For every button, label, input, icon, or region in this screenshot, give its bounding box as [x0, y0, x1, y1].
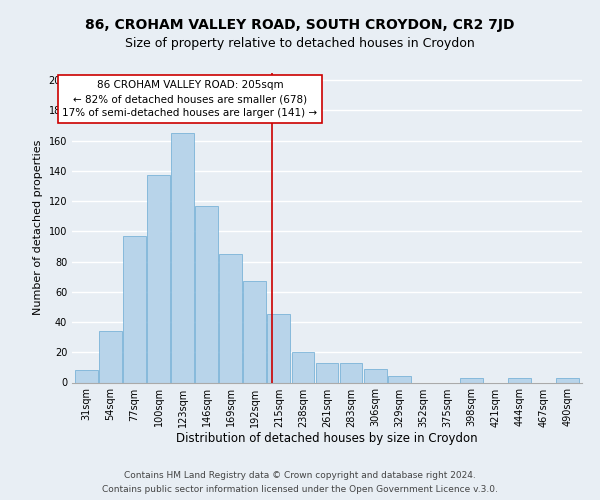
Bar	[556, 378, 579, 382]
Bar	[147, 176, 170, 382]
Bar	[195, 206, 218, 382]
Text: 86 CROHAM VALLEY ROAD: 205sqm
← 82% of detached houses are smaller (678)
17% of : 86 CROHAM VALLEY ROAD: 205sqm ← 82% of d…	[62, 80, 317, 118]
Bar	[388, 376, 410, 382]
Bar	[99, 331, 122, 382]
Bar	[123, 236, 146, 382]
Y-axis label: Number of detached properties: Number of detached properties	[33, 140, 43, 315]
Bar	[364, 369, 386, 382]
Text: Contains public sector information licensed under the Open Government Licence v.: Contains public sector information licen…	[102, 484, 498, 494]
Bar	[292, 352, 314, 382]
Bar	[316, 363, 338, 382]
Bar	[268, 314, 290, 382]
Text: 86, CROHAM VALLEY ROAD, SOUTH CROYDON, CR2 7JD: 86, CROHAM VALLEY ROAD, SOUTH CROYDON, C…	[85, 18, 515, 32]
Bar	[244, 281, 266, 382]
Text: Size of property relative to detached houses in Croydon: Size of property relative to detached ho…	[125, 38, 475, 51]
Bar	[460, 378, 483, 382]
X-axis label: Distribution of detached houses by size in Croydon: Distribution of detached houses by size …	[176, 432, 478, 446]
Bar	[508, 378, 531, 382]
Bar	[340, 363, 362, 382]
Bar	[171, 133, 194, 382]
Text: Contains HM Land Registry data © Crown copyright and database right 2024.: Contains HM Land Registry data © Crown c…	[124, 472, 476, 480]
Bar	[220, 254, 242, 382]
Bar	[75, 370, 98, 382]
